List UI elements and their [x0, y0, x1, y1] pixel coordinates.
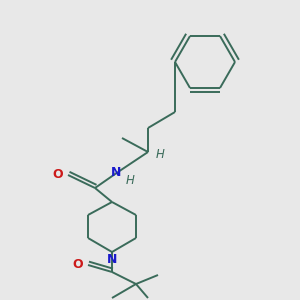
Text: O: O [52, 169, 63, 182]
Text: H: H [156, 148, 165, 160]
Text: N: N [107, 253, 117, 266]
Text: N: N [111, 166, 121, 178]
Text: H: H [126, 173, 135, 187]
Text: O: O [72, 259, 83, 272]
